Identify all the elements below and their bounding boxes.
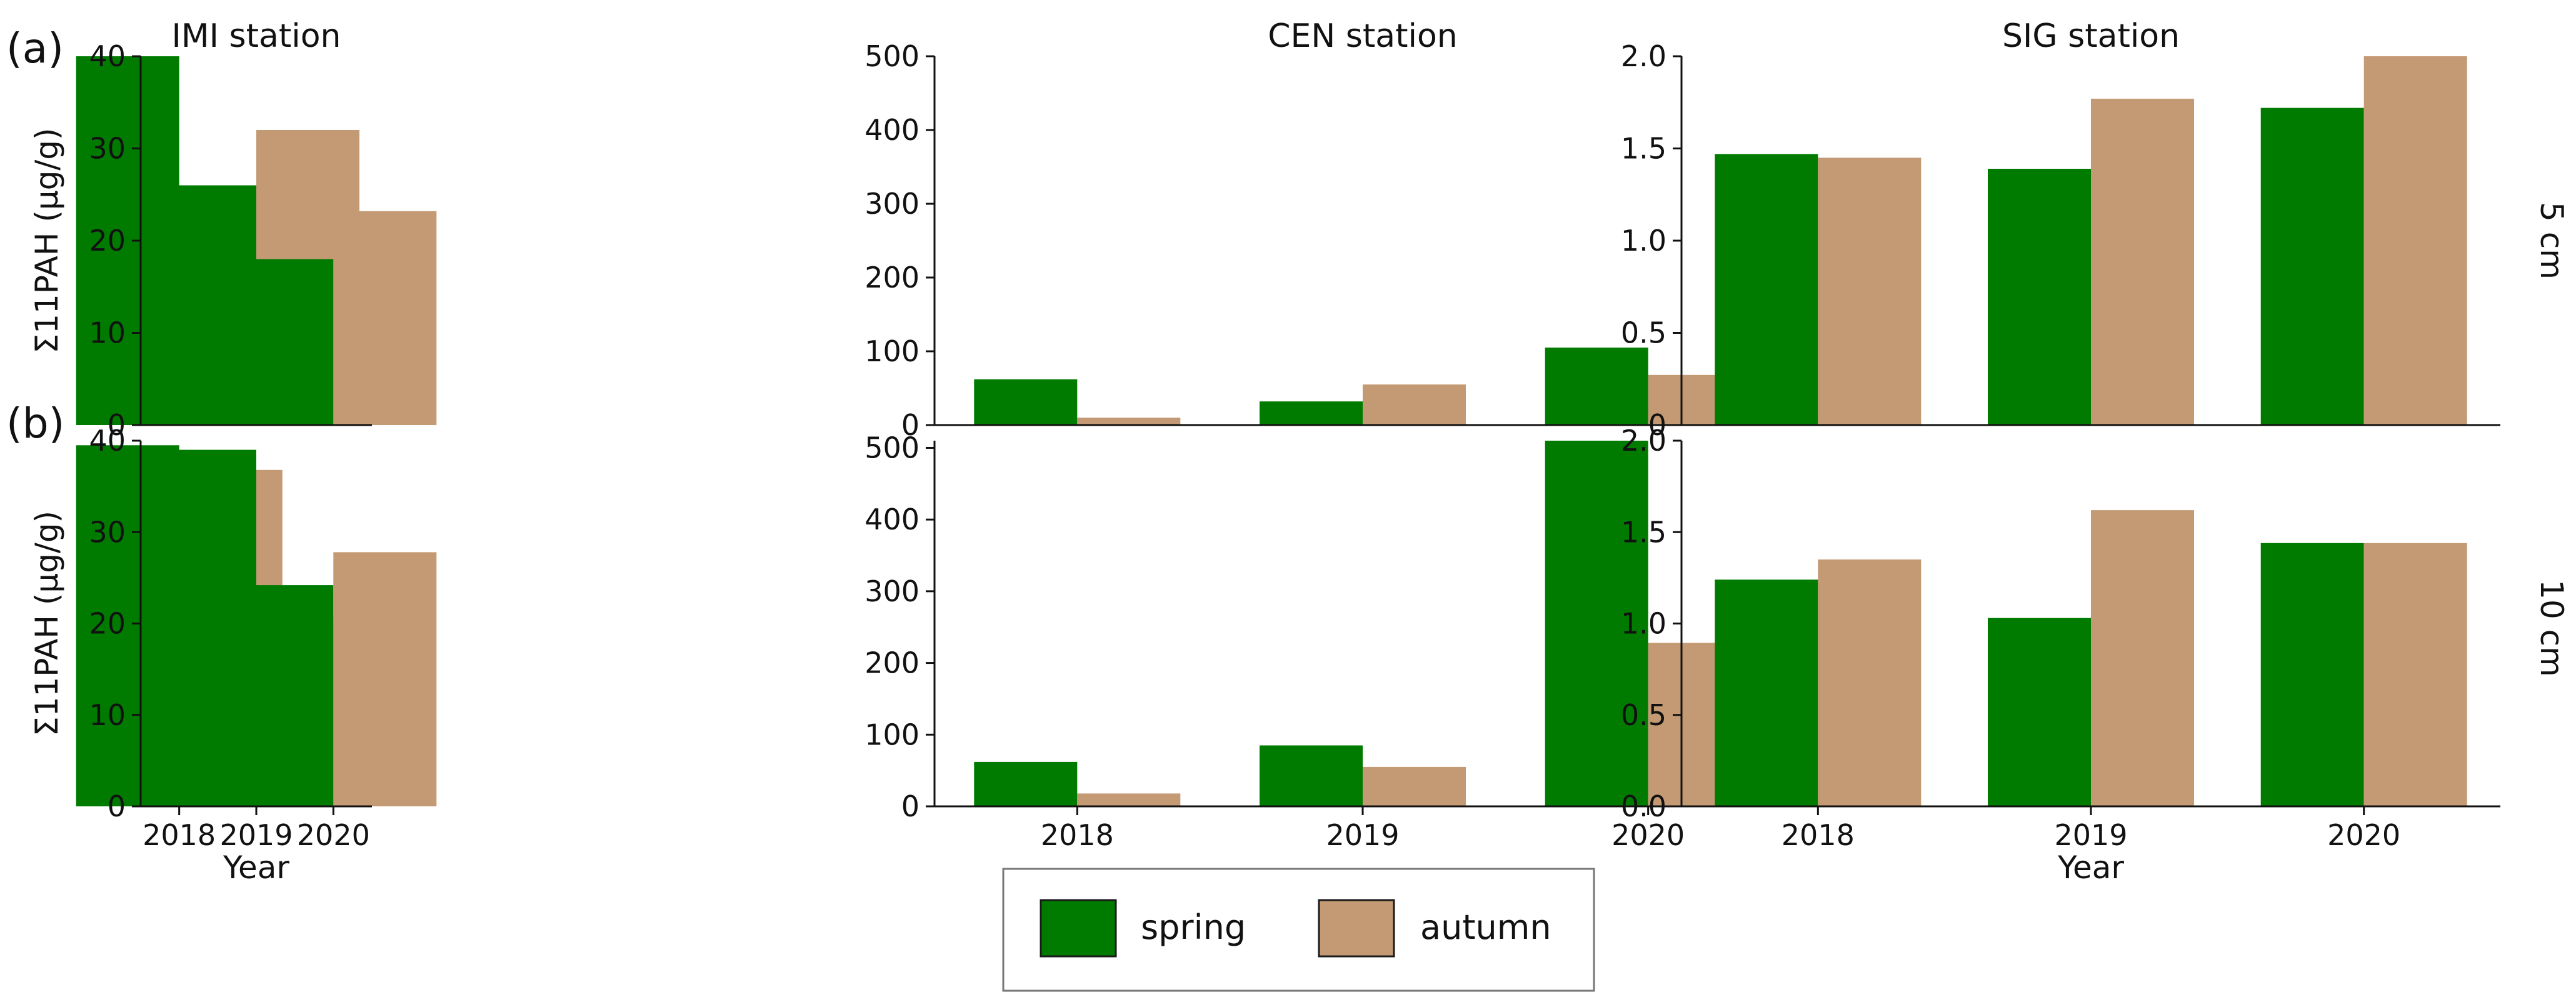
chart-1-bar-autumn-2019	[1363, 384, 1466, 425]
chart-5-bar-spring-2020	[2260, 543, 2364, 806]
chart-5-ytick-label-4: 2.0	[1621, 424, 1666, 458]
chart-3-bar-autumn-2020	[333, 552, 437, 806]
row-label-10cm: 10 cm	[2533, 579, 2570, 677]
chart-2-bar-spring-2019	[1988, 169, 2091, 425]
chart-3-ytick-label-1: 10	[89, 698, 126, 732]
chart-5-xtick-label-2018: 2018	[1782, 818, 1855, 852]
chart-panel-3: 2018 2019 2020 0 10 20 30 40 Σ11PAH (μg/g) Year	[29, 424, 437, 886]
chart-0-ytick-label-3: 30	[89, 132, 126, 166]
chart-4-xtick-label-2020: 2020	[1611, 818, 1685, 852]
chart-1-bar-spring-2018	[974, 379, 1078, 425]
chart-4-ytick-label-5: 500	[865, 431, 920, 464]
chart-3-xlabel: Year	[223, 849, 289, 886]
chart-2-ytick-label-1: 0.5	[1621, 316, 1666, 350]
row-label-5cm: 5 cm	[2533, 202, 2570, 279]
chart-3-xtick-label-2018: 2018	[143, 818, 216, 852]
chart-3-ytick-label-0: 0	[108, 789, 126, 823]
chart-0-ytick-label-4: 40	[89, 39, 126, 73]
chart-5-xlabel: Year	[2057, 849, 2124, 886]
chart-3-xtick-label-2020: 2020	[297, 818, 370, 852]
chart-5-ytick-label-2: 1.0	[1621, 607, 1666, 641]
chart-2-ytick-label-3: 1.5	[1621, 132, 1666, 166]
chart-1-ytick-label-2: 200	[865, 261, 920, 294]
chart-4-bar-autumn-2019	[1363, 766, 1466, 806]
chart-5-ytick-label-0: 0.0	[1621, 789, 1666, 823]
chart-1-ytick-label-3: 300	[865, 187, 920, 221]
chart-panel-0: 0 10 20 30 40 IMI station Σ11PAH (μg/g)	[29, 18, 437, 442]
chart-1-ytick-label-5: 500	[865, 39, 920, 73]
panel-tag-a: (a)	[6, 24, 64, 73]
chart-0-bar-spring-2020	[230, 259, 334, 425]
chart-2-bar-autumn-2020	[2363, 56, 2467, 425]
chart-4-ytick-label-3: 300	[865, 574, 920, 608]
chart-0-bar-autumn-2020	[333, 211, 437, 425]
legend: spring autumn	[1002, 868, 1595, 992]
chart-panel-4: 2018 2019 2020 0 100 200 300 400 500	[865, 431, 1791, 852]
chart-5-ytick-label-3: 1.5	[1621, 515, 1666, 549]
chart-4-bar-autumn-2018	[1077, 793, 1181, 806]
chart-4-bar-spring-2018	[974, 761, 1078, 806]
chart-panel-5: 2018 2019 2020 0.0 0.5 1.0 1.5 2.0 Year	[1621, 424, 2500, 886]
chart-4-xtick-label-2018: 2018	[1041, 818, 1114, 852]
chart-5-xtick-label-2019: 2019	[2054, 818, 2127, 852]
chart-3-ytick-label-2: 20	[89, 607, 126, 641]
chart-1-ytick-label-1: 100	[865, 334, 920, 368]
panel-tag-b: (b)	[6, 399, 64, 448]
chart-4-ytick-label-4: 400	[865, 503, 920, 536]
chart-5-ytick-label-1: 0.5	[1621, 698, 1666, 732]
legend-label-autumn: autumn	[1420, 908, 1551, 947]
chart-0-ylabel: Σ11PAH (μg/g)	[29, 128, 65, 353]
legend-label-spring: spring	[1141, 908, 1246, 947]
chart-4-bar-spring-2019	[1260, 745, 1363, 806]
chart-1-ytick-label-4: 400	[865, 113, 920, 147]
chart-5-bar-autumn-2018	[1818, 559, 1922, 806]
chart-3-bar-spring-2020	[230, 585, 334, 806]
legend-swatch-autumn	[1318, 899, 1395, 958]
chart-3-xtick-label-2019: 2019	[219, 818, 293, 852]
chart-2-title: SIG station	[2002, 18, 2180, 55]
chart-0-title: IMI station	[171, 18, 341, 55]
chart-2-ytick-label-4: 2.0	[1621, 39, 1666, 73]
chart-panel-2: 0 0.5 1.0 1.5 2.0 SIG station	[1621, 18, 2500, 442]
chart-3-ylabel: Σ11PAH (μg/g)	[29, 511, 65, 736]
chart-1-ytick-label-0: 0	[901, 408, 920, 442]
chart-5-xtick-label-2020: 2020	[2327, 818, 2400, 852]
chart-2-bar-autumn-2018	[1818, 158, 1922, 426]
chart-3-ytick-label-4: 40	[89, 424, 126, 458]
chart-2-bar-spring-2018	[1715, 154, 1818, 425]
chart-4-xtick-label-2019: 2019	[1326, 818, 1399, 852]
chart-2-ytick-label-2: 1.0	[1621, 224, 1666, 258]
chart-3-ytick-label-3: 30	[89, 515, 126, 549]
chart-1-bar-spring-2020	[1545, 348, 1648, 425]
chart-1-bar-autumn-2018	[1077, 418, 1181, 425]
chart-1-title: CEN station	[1268, 18, 1458, 55]
chart-4-ytick-label-2: 200	[865, 646, 920, 680]
chart-1-bar-spring-2019	[1260, 401, 1363, 425]
chart-0-ytick-label-1: 10	[89, 316, 126, 350]
chart-2-ytick-label-0: 0	[1648, 408, 1666, 442]
chart-5-bar-spring-2018	[1715, 579, 1818, 806]
chart-4-bar-spring-2020	[1545, 441, 1648, 806]
chart-4-ytick-label-0: 0	[901, 789, 920, 823]
chart-5-bar-autumn-2019	[2091, 510, 2194, 806]
chart-0-ytick-label-2: 20	[89, 224, 126, 258]
chart-2-bar-spring-2020	[2260, 108, 2364, 425]
chart-4-ytick-label-1: 100	[865, 718, 920, 751]
chart-2-bar-autumn-2019	[2091, 98, 2194, 425]
chart-0-ytick-label-0: 0	[108, 408, 126, 442]
legend-swatch-spring	[1040, 899, 1117, 958]
chart-5-bar-autumn-2020	[2363, 543, 2467, 806]
chart-panel-1: 0 100 200 300 400 500 CEN station	[865, 18, 1791, 442]
chart-5-bar-spring-2019	[1988, 618, 2091, 806]
